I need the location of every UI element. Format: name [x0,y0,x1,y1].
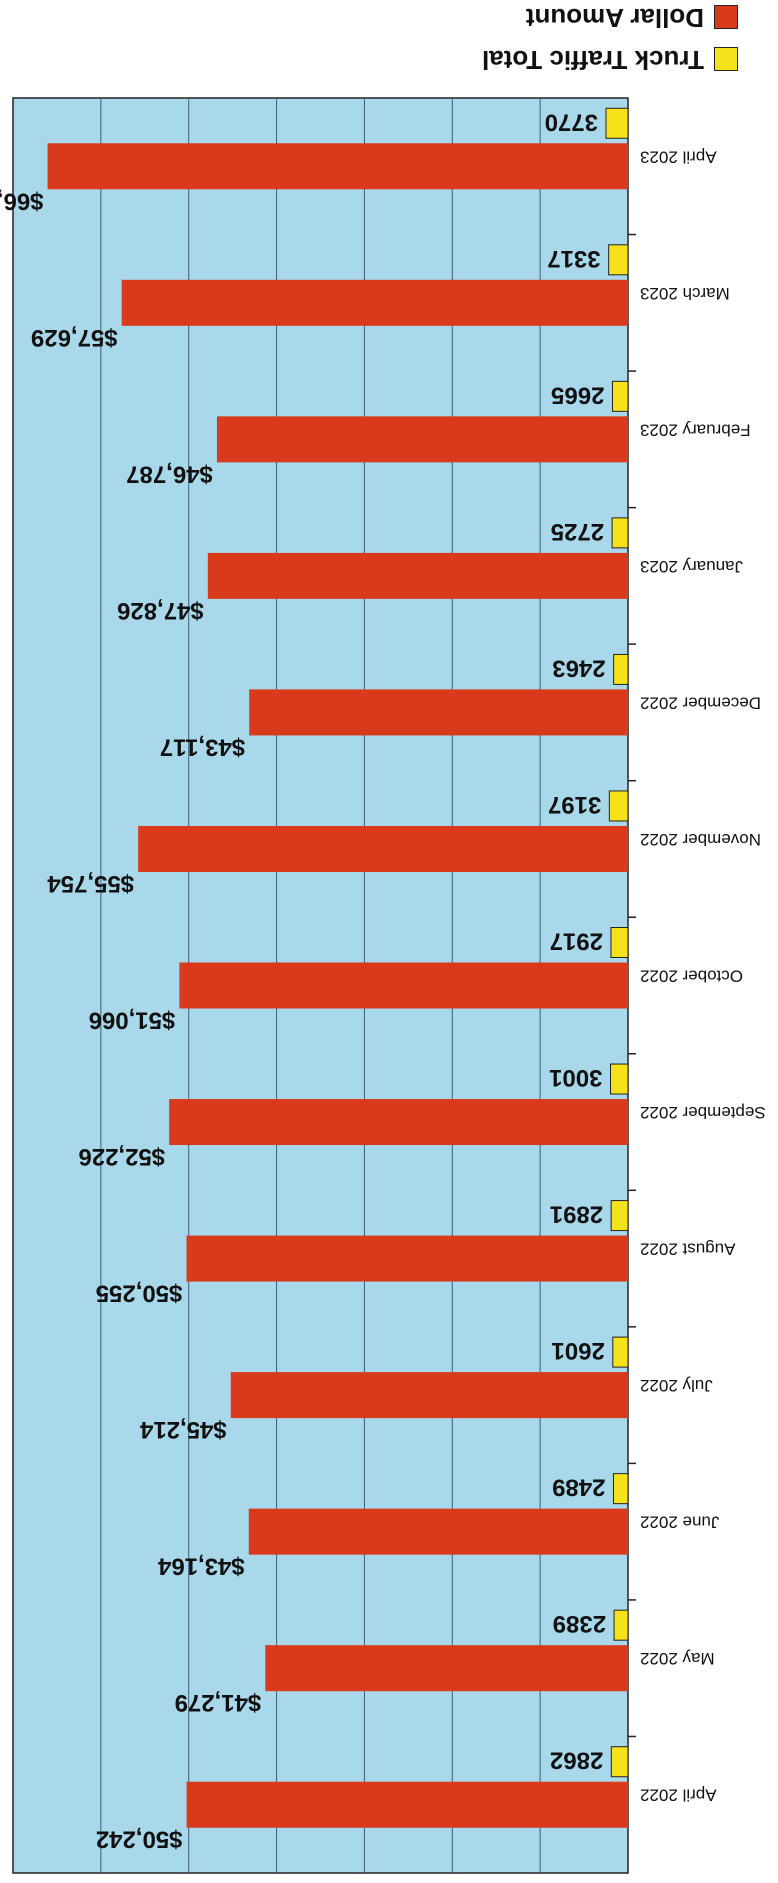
category-label: September 2022 [640,1103,766,1122]
truck-value-label: 2862 [550,1747,603,1774]
truck-bar [613,1609,629,1641]
dollar-bar [230,1372,628,1419]
category-label: October 2022 [640,967,743,986]
truck-value-label: 2601 [551,1337,604,1364]
category-label: April 2022 [640,1786,717,1805]
truck-value-label: 2489 [552,1474,605,1501]
category-label: February 2023 [640,420,751,439]
legend-item-dollar-amount: Dollar Amount [526,2,738,33]
dollar-bar [179,962,628,1009]
dollar-value-label: $41,279 [175,1689,262,1716]
dollar-bar [216,416,628,463]
dollar-bar [186,1235,628,1282]
dollar-value-label: $51,066 [89,1007,176,1034]
dollar-value-label: $66,067 [0,187,44,214]
truck-bar [613,653,629,685]
truck-bar [611,380,629,412]
legend-swatch-truck-traffic [714,47,738,72]
dollar-value-label: $50,242 [96,1826,183,1853]
category-label: November 2022 [640,830,761,849]
truck-bar [605,107,629,139]
truck-bar [611,517,629,549]
legend-item-truck-traffic: Truck Traffic Total [482,44,738,75]
truck-bar [610,1746,629,1778]
legend-label-truck-traffic: Truck Traffic Total [481,45,704,75]
truck-bar [608,790,629,822]
truck-value-label: 2463 [552,654,605,681]
truck-bar [608,244,629,276]
truck-value-label: 3001 [549,1064,602,1091]
truck-value-label: 2891 [550,1201,603,1228]
truck-value-label: 2725 [551,518,604,545]
dollar-value-label: $46,787 [126,460,213,487]
legend-label-dollar-amount: Dollar Amount [525,3,704,33]
dollar-bar [248,1508,628,1555]
dollar-bar [207,552,628,599]
truck-bar [612,1336,629,1368]
dollar-value-label: $43,164 [157,1553,244,1580]
dollar-bar [47,143,628,190]
truck-value-label: 2389 [553,1610,606,1637]
dollar-bar [138,825,628,872]
dollar-bar [169,1099,628,1146]
category-label: July 2022 [640,1376,713,1395]
dollar-value-label: $52,226 [78,1143,165,1170]
truck-value-label: 2917 [550,928,603,955]
category-label: March 2023 [640,284,730,303]
dollar-bar [186,1781,628,1828]
dollar-value-label: $57,629 [31,324,118,351]
category-label: April 2023 [640,147,717,166]
truck-value-label: 3770 [545,108,598,135]
dollar-value-label: $43,117 [160,733,245,760]
dollar-value-label: $47,826 [117,597,204,624]
truck-bar [612,1473,629,1505]
truck-bar [609,1063,629,1095]
truck-bar [610,927,629,958]
dollar-bar [249,689,628,736]
category-label: December 2022 [640,693,761,712]
category-label: January 2023 [640,557,743,576]
dollar-value-label: $50,255 [96,1280,183,1307]
category-label: August 2022 [640,1240,735,1259]
dollar-bar [265,1645,628,1692]
dollar-value-label: $55,754 [47,870,134,897]
truck-bar [610,1200,629,1232]
category-label: June 2022 [640,1513,719,1532]
dollar-bar [121,279,628,326]
dollar-value-label: $45,214 [139,1416,226,1443]
truck-value-label: 3197 [548,791,601,818]
truck-value-label: 2665 [551,381,604,408]
legend-swatch-dollar-amount [714,5,738,30]
truck-value-label: 3317 [547,245,600,272]
category-label: May 2022 [640,1649,715,1668]
